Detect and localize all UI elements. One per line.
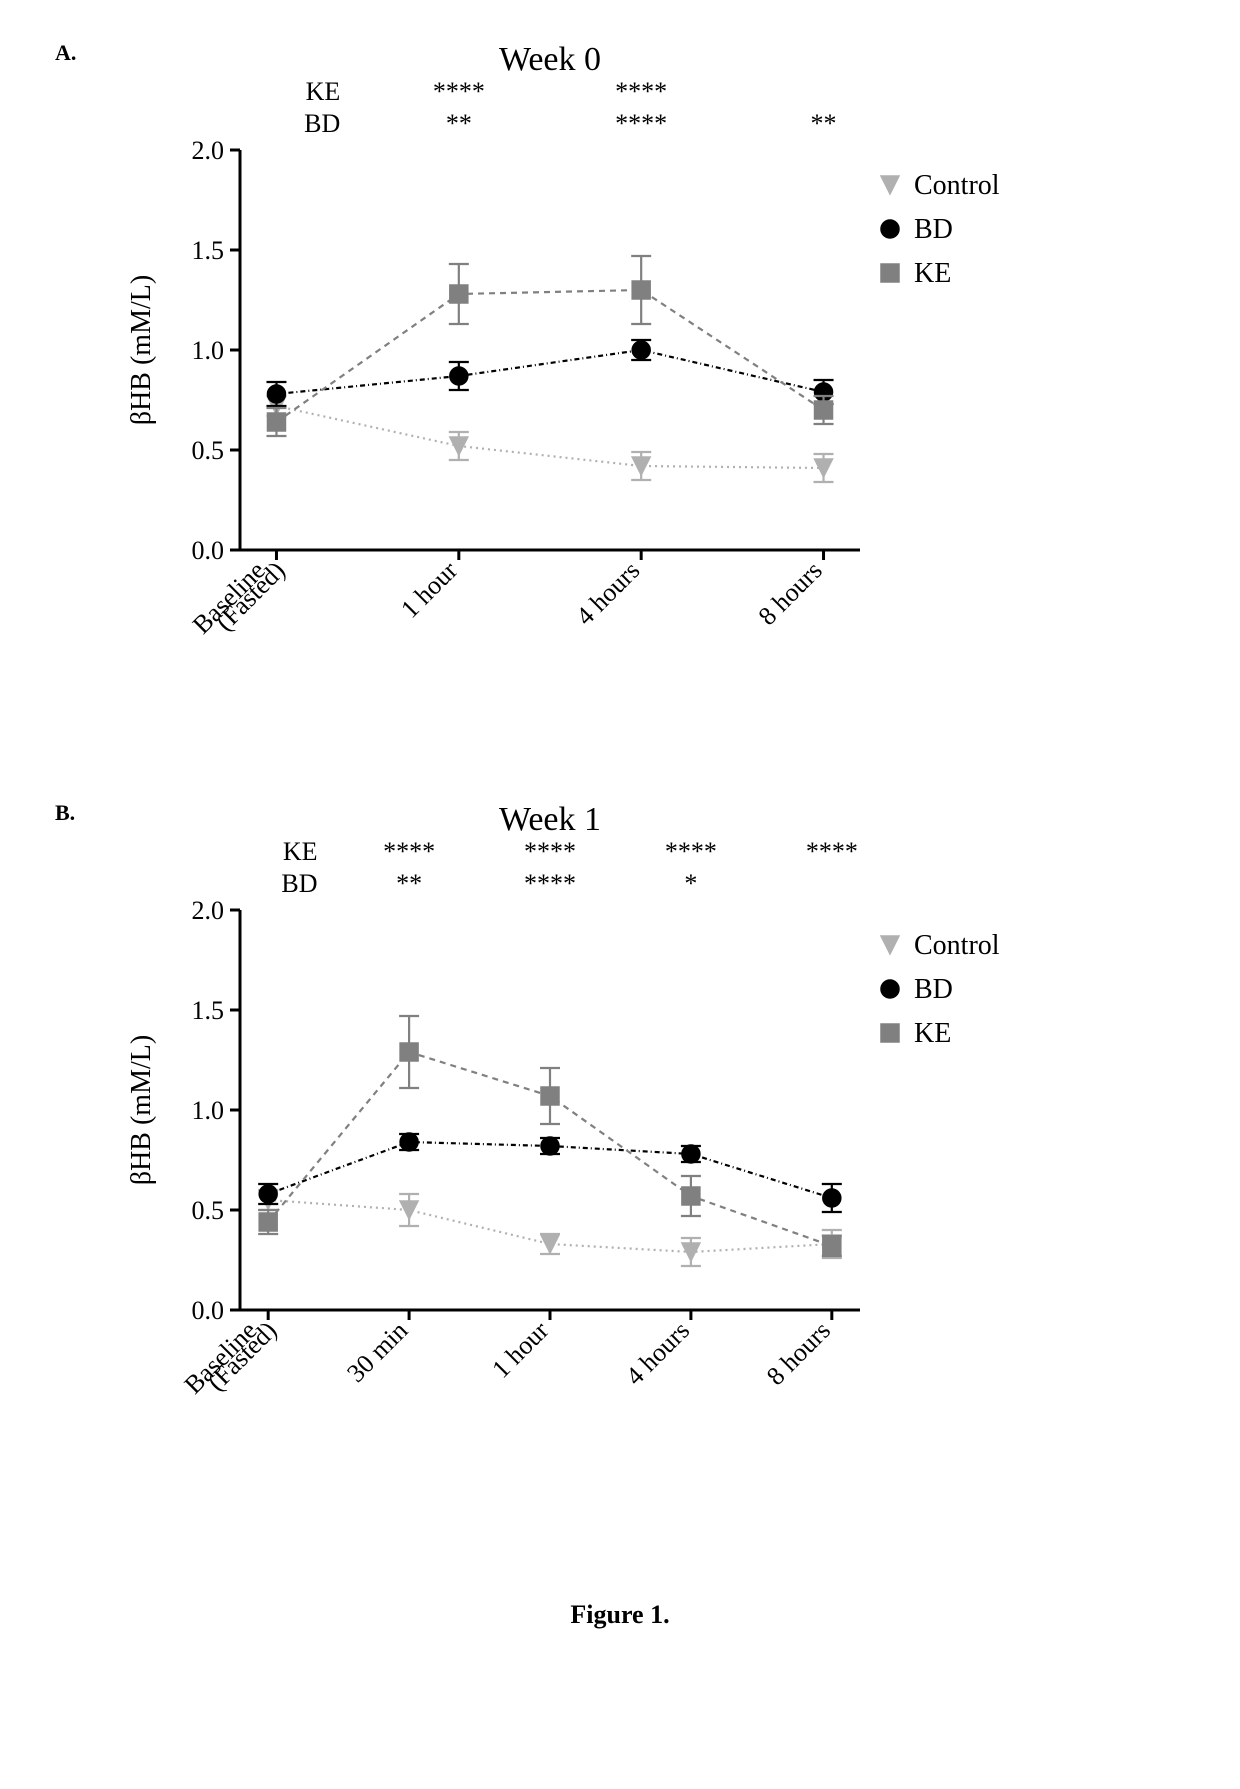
panel-b-label: B. [55, 800, 75, 826]
sig-stars: ** [811, 109, 837, 138]
x-tick-label: 1 hour [486, 1316, 554, 1384]
y-tick-label: 1.5 [192, 996, 225, 1025]
y-axis-label: βHB (mM/L) [126, 1035, 157, 1185]
sig-stars: **** [433, 77, 485, 106]
x-tick-label: 8 hours [761, 1316, 836, 1391]
y-tick-label: 0.0 [192, 1296, 225, 1325]
legend-label: BD [914, 974, 953, 1005]
panel-a-svg: Week 0KE********BD********0.00.51.01.52.… [90, 30, 1180, 730]
legend-label: Control [914, 170, 1000, 201]
series-line [276, 406, 823, 468]
legend-label: BD [914, 214, 953, 245]
y-tick-label: 1.0 [192, 1096, 225, 1125]
y-tick-label: 1.5 [192, 236, 225, 265]
sig-stars: **** [524, 869, 576, 898]
sig-stars: **** [383, 837, 435, 866]
x-tick-label: 4 hours [620, 1316, 695, 1391]
panel-b-chart: Week 1KE****************BD*******0.00.51… [90, 790, 1180, 1520]
y-tick-label: 0.0 [192, 536, 225, 565]
sig-stars: * [684, 869, 697, 898]
panel-a-chart: Week 0KE********BD********0.00.51.01.52.… [90, 30, 1180, 730]
sig-stars: **** [615, 109, 667, 138]
y-tick-label: 0.5 [192, 1196, 225, 1225]
series-line [276, 290, 823, 422]
y-tick-label: 0.5 [192, 436, 225, 465]
y-tick-label: 1.0 [192, 336, 225, 365]
x-tick-label: 8 hours [753, 556, 828, 631]
chart-title: Week 1 [499, 801, 601, 838]
y-tick-label: 2.0 [192, 896, 225, 925]
sig-stars: ** [446, 109, 472, 138]
sig-stars: **** [615, 77, 667, 106]
series-line [276, 350, 823, 394]
y-tick-label: 2.0 [192, 136, 225, 165]
legend-label: KE [914, 258, 951, 289]
sig-row-label: KE [306, 77, 341, 106]
x-tick-label: 1 hour [395, 556, 463, 624]
sig-stars: ** [396, 869, 422, 898]
sig-row-label: KE [283, 837, 318, 866]
y-axis-label: βHB (mM/L) [126, 275, 157, 425]
sig-stars: **** [665, 837, 717, 866]
panel-a-label: A. [55, 40, 76, 66]
legend-label: KE [914, 1018, 951, 1049]
panel-b-svg: Week 1KE****************BD*******0.00.51… [90, 790, 1180, 1520]
x-tick-label: 30 min [341, 1316, 413, 1388]
sig-row-label: BD [304, 109, 340, 138]
chart-title: Week 0 [499, 41, 601, 78]
sig-row-label: BD [281, 869, 317, 898]
figure-page: A. Week 0KE********BD********0.00.51.01.… [0, 0, 1240, 1789]
x-tick-label: 4 hours [570, 556, 645, 631]
legend-label: Control [914, 930, 1000, 961]
figure-caption: Figure 1. [0, 1600, 1240, 1630]
sig-stars: **** [524, 837, 576, 866]
sig-stars: **** [806, 837, 858, 866]
